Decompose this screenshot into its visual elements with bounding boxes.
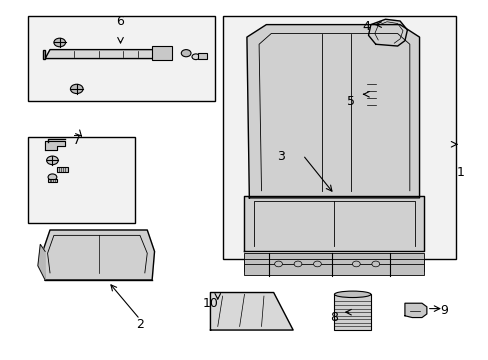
Text: 9: 9 — [439, 304, 447, 317]
Text: 8: 8 — [330, 311, 338, 324]
Polygon shape — [45, 50, 164, 59]
Polygon shape — [368, 19, 407, 46]
Circle shape — [192, 54, 200, 60]
Polygon shape — [42, 230, 154, 280]
Bar — [198, 53, 206, 59]
Text: 4: 4 — [362, 20, 369, 33]
Circle shape — [313, 261, 321, 267]
Text: 3: 3 — [277, 150, 285, 163]
Polygon shape — [210, 293, 292, 330]
Circle shape — [293, 261, 301, 267]
Circle shape — [54, 38, 65, 47]
Circle shape — [48, 174, 57, 180]
Polygon shape — [404, 303, 426, 318]
Bar — [48, 179, 57, 182]
Bar — [244, 258, 424, 271]
Text: 5: 5 — [347, 95, 355, 108]
Circle shape — [371, 261, 379, 267]
Circle shape — [46, 156, 58, 165]
Polygon shape — [244, 196, 424, 251]
Text: 1: 1 — [456, 166, 464, 179]
Circle shape — [181, 50, 191, 57]
Bar — [57, 167, 68, 172]
Bar — [152, 46, 171, 60]
Bar — [28, 137, 135, 223]
Bar — [28, 16, 215, 102]
Circle shape — [70, 84, 83, 94]
Bar — [334, 294, 370, 330]
Polygon shape — [42, 50, 45, 59]
Bar — [244, 253, 424, 267]
Text: 7: 7 — [73, 134, 81, 147]
Ellipse shape — [334, 291, 370, 297]
Polygon shape — [45, 141, 64, 150]
Bar — [222, 16, 455, 258]
Polygon shape — [38, 244, 45, 280]
Bar — [244, 264, 424, 275]
Bar — [366, 80, 375, 109]
Text: 6: 6 — [116, 14, 124, 27]
Circle shape — [352, 261, 360, 267]
Text: 10: 10 — [202, 297, 218, 310]
Circle shape — [274, 261, 282, 267]
Text: 2: 2 — [136, 318, 143, 331]
Polygon shape — [246, 24, 419, 198]
